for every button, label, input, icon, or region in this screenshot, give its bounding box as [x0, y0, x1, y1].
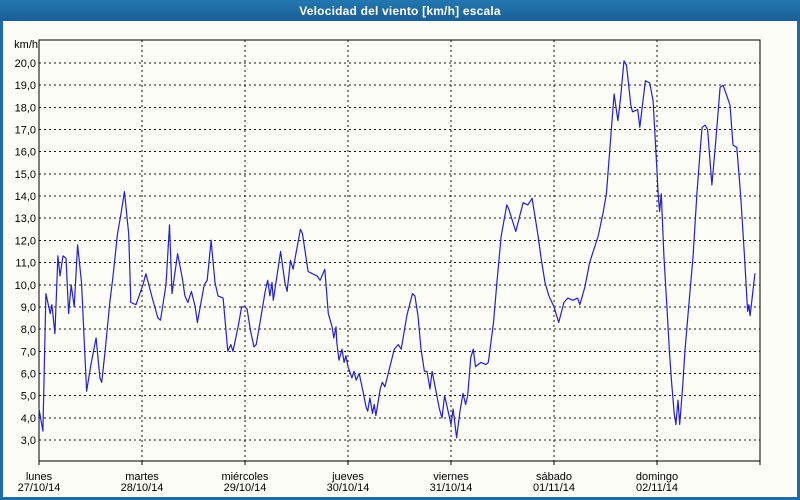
y-tick-label: 15,0 — [15, 169, 36, 181]
day-date-label: 30/10/14 — [327, 482, 370, 494]
y-tick-label: 4,0 — [21, 413, 36, 425]
wind-speed-chart: 20,0 19,0 18,0 17,0 16,0 15,0 14,0 13,0 12,0 11,0… — [14, 39, 761, 494]
y-tick-label: 14,0 — [15, 191, 36, 203]
day-name-label: domingo — [636, 471, 678, 483]
y-tick-label: 16,0 — [15, 147, 36, 159]
y-tick-label: 6,0 — [21, 368, 36, 380]
day-name-label: martes — [125, 471, 159, 483]
window-title-bar: Velocidad del viento [km/h] escala — [0, 0, 800, 21]
day-name-label: viernes — [433, 471, 469, 483]
day-name-label: sábado — [536, 471, 572, 483]
y-tick-label: 3,0 — [21, 435, 36, 447]
y-tick-label: 12,0 — [15, 235, 36, 247]
day-date-label: 01/11/14 — [533, 482, 575, 494]
day-name-label: lunes — [26, 471, 53, 483]
y-tick-label: 9,0 — [21, 302, 36, 314]
y-tick-label: 10,0 — [15, 280, 36, 292]
window-title: Velocidad del viento [km/h] escala — [299, 3, 501, 18]
day-date-label: 27/10/14 — [18, 482, 61, 494]
y-tick-label: 20,0 — [15, 58, 36, 70]
y-tick-label: 11,0 — [15, 258, 36, 270]
y-tick-label: 19,0 — [15, 80, 36, 92]
day-date-label: 29/10/14 — [224, 482, 267, 494]
day-name-label: miércoles — [221, 471, 269, 483]
y-tick-label: 5,0 — [21, 391, 36, 403]
y-tick-label: 17,0 — [15, 125, 36, 137]
y-axis-unit-label: km/h — [14, 39, 38, 51]
wind-speed-line — [38, 60, 756, 439]
day-date-label: 28/10/14 — [121, 482, 164, 494]
chart-body: 20,0 19,0 18,0 17,0 16,0 15,0 14,0 13,0 12,0 11,0… — [3, 21, 797, 497]
day-date-label: 31/10/14 — [430, 482, 473, 494]
y-tick-label: 8,0 — [21, 324, 36, 336]
y-tick-label: 7,0 — [21, 346, 36, 358]
day-name-label: jueves — [331, 471, 364, 483]
plot-frame — [38, 39, 761, 462]
day-date-label: 02/11/14 — [636, 482, 678, 494]
y-tick-label: 18,0 — [15, 102, 36, 114]
y-tick-label: 13,0 — [15, 213, 36, 225]
